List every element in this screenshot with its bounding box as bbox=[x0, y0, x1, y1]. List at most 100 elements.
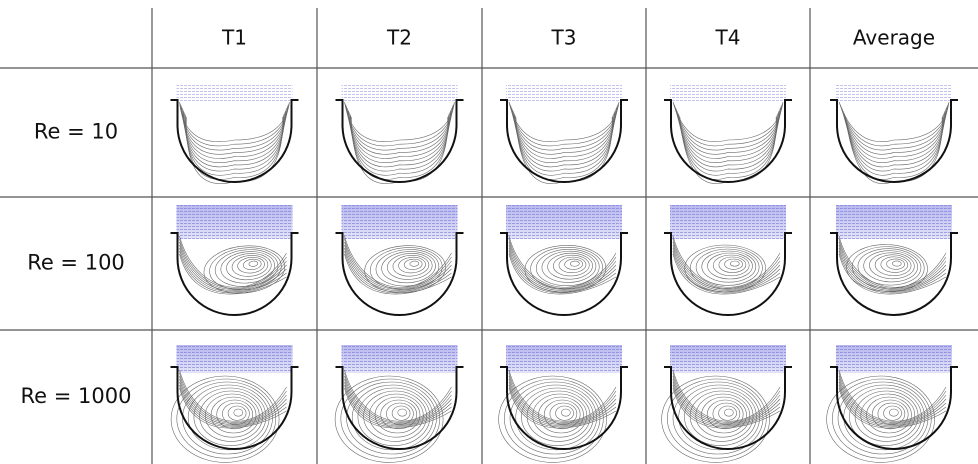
streamline bbox=[249, 261, 258, 267]
streamlines bbox=[180, 236, 288, 297]
streamline bbox=[841, 107, 947, 155]
streamlines bbox=[509, 102, 619, 184]
streamline bbox=[884, 406, 902, 420]
flow-image bbox=[335, 345, 463, 462]
inflow-vectors bbox=[670, 84, 786, 102]
streamline bbox=[674, 104, 783, 146]
inflow-vectors bbox=[670, 205, 786, 239]
inflow-vectors bbox=[836, 84, 952, 102]
streamline bbox=[510, 105, 617, 150]
streamline bbox=[345, 102, 455, 142]
flow-image bbox=[500, 84, 628, 184]
streamline bbox=[228, 406, 246, 420]
streamline bbox=[345, 254, 452, 294]
grid-lines bbox=[0, 8, 978, 464]
streamline bbox=[675, 107, 781, 155]
streamline bbox=[533, 394, 587, 437]
flow-image bbox=[336, 205, 464, 315]
streamlines bbox=[345, 102, 455, 184]
streamline bbox=[504, 379, 603, 458]
streamline bbox=[345, 104, 454, 146]
streamline bbox=[347, 107, 453, 155]
streamline bbox=[696, 394, 750, 437]
flow-image bbox=[662, 345, 792, 462]
streamline bbox=[205, 394, 259, 437]
streamline bbox=[398, 409, 407, 416]
streamline bbox=[846, 117, 942, 184]
streamline bbox=[561, 409, 570, 416]
inflow-vectors bbox=[342, 84, 458, 102]
streamline bbox=[392, 406, 410, 420]
streamline bbox=[511, 107, 617, 155]
row-header: Re = 100 bbox=[27, 251, 125, 275]
streamlines bbox=[673, 236, 780, 294]
streamline bbox=[509, 102, 619, 142]
flow-image bbox=[499, 345, 628, 462]
streamline bbox=[839, 102, 949, 142]
streamline bbox=[702, 251, 756, 282]
inflow-vectors bbox=[342, 205, 458, 239]
streamline bbox=[512, 108, 616, 159]
streamline bbox=[351, 117, 447, 184]
flow-image bbox=[171, 345, 299, 462]
streamlines bbox=[839, 236, 946, 294]
inflow-vectors bbox=[177, 84, 293, 102]
streamline bbox=[725, 259, 743, 269]
figure-table: T1T2T3T4AverageRe = 10Re = 100Re = 1000 bbox=[0, 0, 978, 464]
streamline bbox=[886, 259, 904, 270]
streamline bbox=[347, 108, 451, 159]
streamline bbox=[674, 105, 781, 150]
streamlines bbox=[345, 236, 452, 295]
streamline bbox=[840, 105, 947, 150]
streamline bbox=[842, 108, 946, 159]
streamline bbox=[570, 261, 579, 267]
streamline bbox=[889, 409, 898, 416]
streamline bbox=[564, 259, 582, 270]
streamline bbox=[404, 259, 423, 271]
streamline bbox=[352, 385, 433, 450]
inflow-vectors bbox=[836, 345, 952, 373]
streamline bbox=[200, 391, 263, 441]
flow-image bbox=[827, 345, 958, 462]
inflow-vectors bbox=[177, 345, 293, 373]
flow-image bbox=[171, 205, 299, 315]
streamline bbox=[510, 104, 619, 146]
streamlines bbox=[509, 236, 616, 294]
streamline bbox=[346, 105, 453, 150]
flow-image bbox=[830, 205, 958, 315]
flow-image bbox=[336, 84, 464, 184]
column-header: T3 bbox=[551, 26, 577, 50]
streamline bbox=[243, 258, 262, 270]
streamline bbox=[364, 391, 427, 441]
streamline bbox=[855, 391, 918, 441]
streamline bbox=[673, 254, 780, 294]
streamline bbox=[345, 251, 452, 293]
streamline bbox=[690, 391, 753, 441]
row-header: Re = 1000 bbox=[21, 384, 132, 408]
streamlines bbox=[180, 102, 290, 184]
column-header: Average bbox=[853, 26, 935, 50]
streamline bbox=[696, 249, 759, 285]
streamline bbox=[719, 406, 737, 420]
streamlines bbox=[673, 102, 783, 184]
streamline bbox=[180, 102, 290, 142]
streamline bbox=[724, 409, 733, 416]
streamline bbox=[892, 261, 901, 267]
streamline bbox=[536, 248, 600, 287]
streamline bbox=[180, 104, 289, 146]
streamline bbox=[556, 406, 574, 420]
streamline bbox=[730, 261, 739, 266]
streamline bbox=[410, 261, 419, 267]
cavity-wall bbox=[830, 100, 958, 182]
flow-image bbox=[664, 84, 792, 184]
streamline bbox=[386, 252, 433, 281]
row-header: Re = 10 bbox=[34, 120, 118, 144]
inflow-vectors bbox=[342, 345, 458, 373]
inflow-vectors bbox=[506, 84, 622, 102]
inflow-vectors bbox=[506, 205, 622, 239]
flow-image bbox=[500, 205, 628, 315]
streamlines bbox=[839, 102, 949, 184]
column-header: T1 bbox=[221, 26, 247, 50]
streamline bbox=[182, 108, 286, 159]
inflow-vectors bbox=[506, 345, 622, 373]
